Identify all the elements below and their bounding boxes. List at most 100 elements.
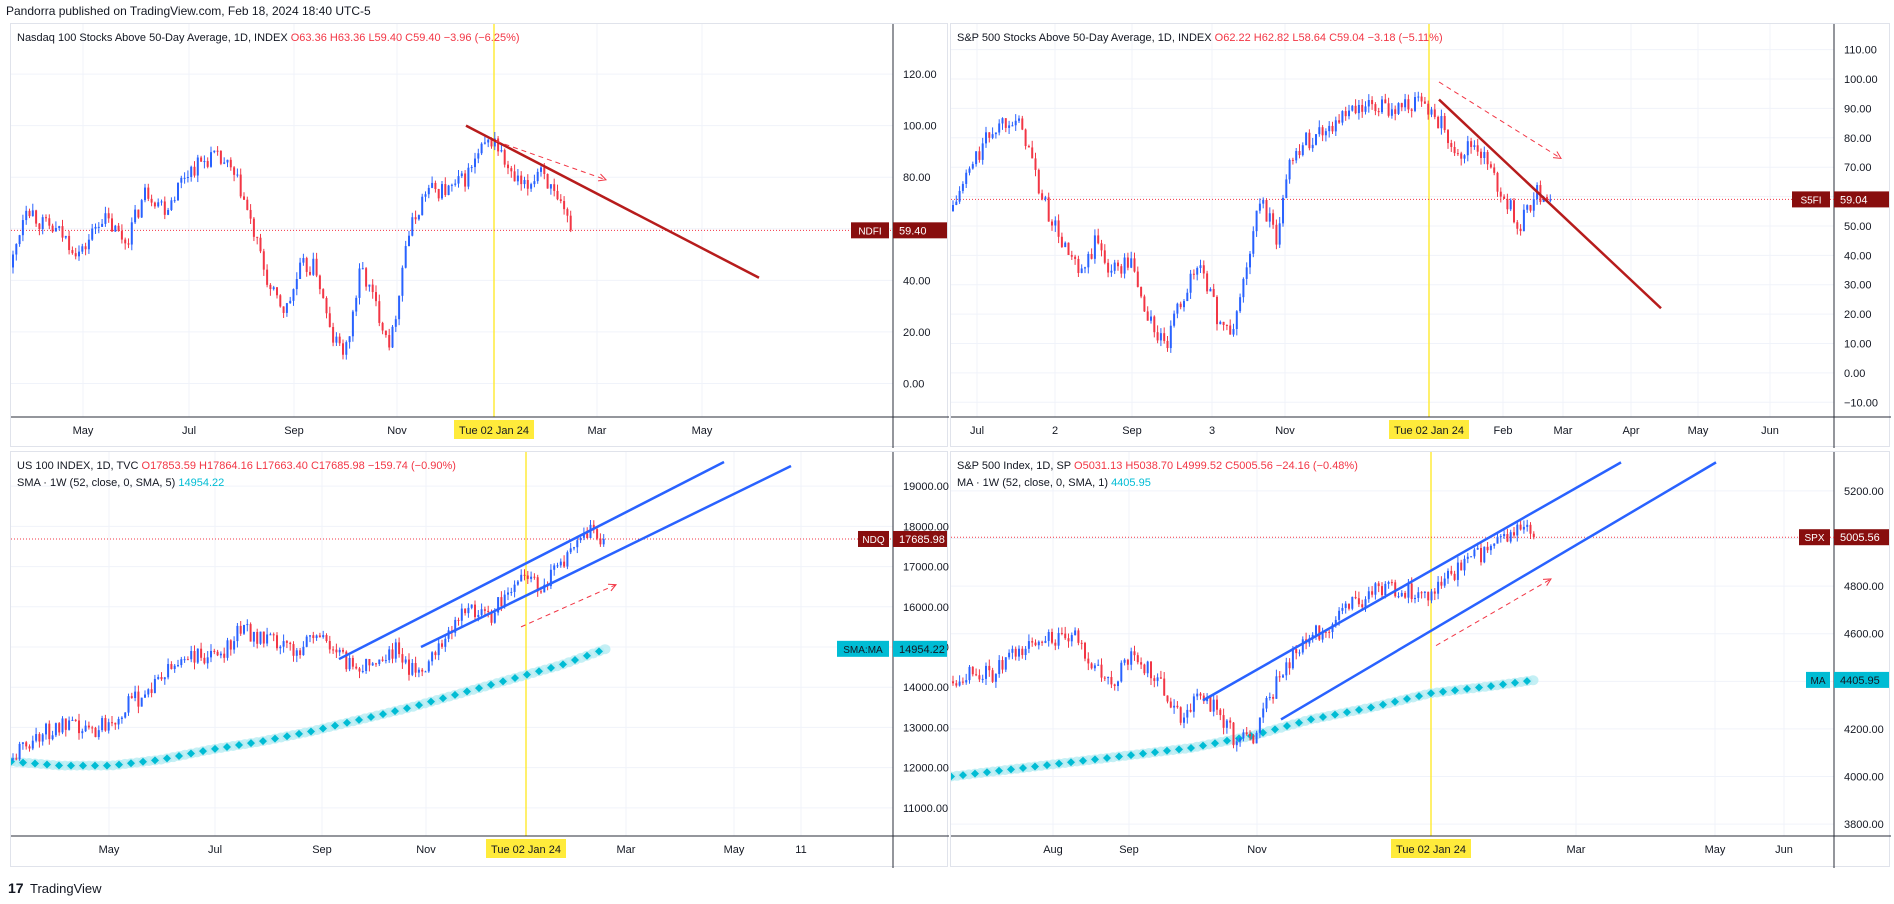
ma-band-dot	[1527, 675, 1539, 686]
legend-ma-name: SMA · 1W (52, close, 0, SMA, 5)	[17, 477, 176, 489]
candle-body	[474, 158, 476, 168]
tradingview-brand[interactable]: TradingView	[30, 881, 102, 896]
candle-body	[1354, 596, 1357, 599]
candle-body	[998, 123, 1001, 133]
chart-panel-spx[interactable]: 5200.005000.004800.004600.004400.004200.…	[950, 451, 1891, 868]
ma-marker	[1415, 692, 1423, 701]
candle-body	[1008, 125, 1011, 128]
candle-body	[1100, 243, 1103, 251]
candle-body	[107, 213, 110, 219]
symbol-tag	[1792, 191, 1830, 208]
candle-body	[1315, 625, 1317, 635]
candle-body	[1291, 159, 1294, 161]
ma-marker	[1379, 700, 1387, 709]
candle-body	[1004, 657, 1007, 670]
candle-body	[1087, 253, 1090, 268]
candle-body	[1315, 134, 1317, 145]
candle-body	[1041, 193, 1044, 200]
candle-body	[1519, 228, 1522, 232]
y-tick-label: 50.00	[1844, 221, 1872, 233]
candle-body	[302, 646, 305, 656]
candle-body	[513, 171, 516, 182]
ma-marker	[1259, 728, 1267, 737]
candle-body	[1374, 104, 1377, 112]
candle-body	[1440, 116, 1443, 129]
candle-body	[1249, 734, 1251, 736]
ma-marker	[1187, 743, 1195, 752]
candle-body	[543, 584, 546, 593]
ma-marker	[115, 760, 123, 769]
candle-body	[1084, 642, 1086, 659]
chart-svg-ndq[interactable]: 19000.0018000.0017000.0016000.0015000.00…	[11, 452, 949, 868]
chart-panel-ndq[interactable]: 19000.0018000.0017000.0016000.0015000.00…	[10, 451, 949, 868]
candle-body	[978, 675, 981, 680]
ma-value-tag	[1834, 671, 1889, 688]
legend-ma-value: 14954.22	[178, 477, 225, 489]
candle-body	[988, 665, 991, 671]
candle-body	[1529, 205, 1532, 211]
candle-body	[309, 635, 311, 637]
candle-body	[1503, 196, 1506, 199]
x-tick-label: May	[1705, 844, 1726, 856]
candle-body	[332, 326, 335, 343]
ma-marker	[571, 656, 579, 665]
x-tick-label: Mar	[1554, 425, 1573, 437]
ma-marker	[1355, 705, 1363, 714]
candle-body	[985, 132, 987, 144]
chart-svg-s5fi[interactable]: 110.00100.0090.0080.0070.0060.0050.0040.…	[951, 24, 1891, 448]
candle-body	[1341, 607, 1344, 611]
candle-body	[1308, 132, 1311, 149]
candle-body	[213, 650, 216, 652]
candle-body	[351, 311, 354, 337]
candle-body	[1509, 200, 1512, 210]
chart-panel-ndfi[interactable]: 120.00100.0080.0060.0040.0020.000.00MayJ…	[10, 23, 949, 448]
candle-body	[325, 298, 328, 314]
chart-svg-spx[interactable]: 5200.005000.004800.004600.004400.004200.…	[951, 452, 1891, 868]
candle-body	[1258, 203, 1261, 211]
candle-body	[1018, 118, 1020, 121]
candle-body	[1255, 210, 1258, 232]
legend-ma-value: 4405.95	[1111, 477, 1151, 489]
candle-body	[196, 157, 199, 176]
chart-svg-ndfi[interactable]: 120.00100.0080.0060.0040.0020.000.00MayJ…	[11, 24, 949, 448]
candle-body	[1252, 735, 1255, 744]
candle-body	[1064, 242, 1067, 248]
candle-body	[28, 210, 31, 217]
last-price-label: 59.40	[899, 225, 927, 237]
candle-body	[272, 634, 275, 636]
y-tick-label: 5200.00	[1844, 486, 1884, 498]
candle-body	[61, 718, 64, 733]
candle-body	[183, 177, 186, 179]
candle-body	[31, 740, 34, 749]
candle-body	[91, 228, 94, 240]
legend-change: −3.18 (−5.11%)	[1367, 32, 1443, 44]
x-tick-label: Mar	[588, 425, 607, 437]
candle-body	[285, 303, 288, 313]
candle-body	[490, 139, 493, 147]
candle-body	[1212, 699, 1215, 712]
ma-marker	[91, 761, 99, 770]
tradingview-logo-icon[interactable]: 17	[8, 880, 24, 896]
ma-marker	[379, 710, 387, 719]
candle-body	[114, 225, 117, 232]
candle-body	[196, 648, 199, 663]
candle-body	[958, 681, 961, 686]
candle-body	[1423, 101, 1426, 104]
candle-body	[134, 691, 137, 699]
candle-body	[1430, 109, 1433, 115]
candle-body	[1209, 696, 1212, 712]
legend-s5fi: S&P 500 Stocks Above 50-Day Average, 1D,…	[957, 32, 1443, 44]
candle-body	[1506, 198, 1509, 210]
symbol-tag-label: SPX	[1804, 533, 1824, 544]
candle-body	[289, 642, 292, 645]
candle-body	[28, 746, 31, 749]
candle-body	[1466, 141, 1469, 156]
candle-body	[285, 641, 288, 643]
ma-marker	[1463, 684, 1471, 693]
legend-high: H5038.70	[1125, 460, 1174, 472]
ma-marker	[283, 732, 291, 741]
chart-panel-s5fi[interactable]: 110.00100.0090.0080.0070.0060.0050.0040.…	[950, 23, 1891, 448]
candle-body	[200, 157, 203, 162]
candle-body	[1041, 641, 1044, 643]
y-tick-label: 40.00	[903, 275, 931, 287]
